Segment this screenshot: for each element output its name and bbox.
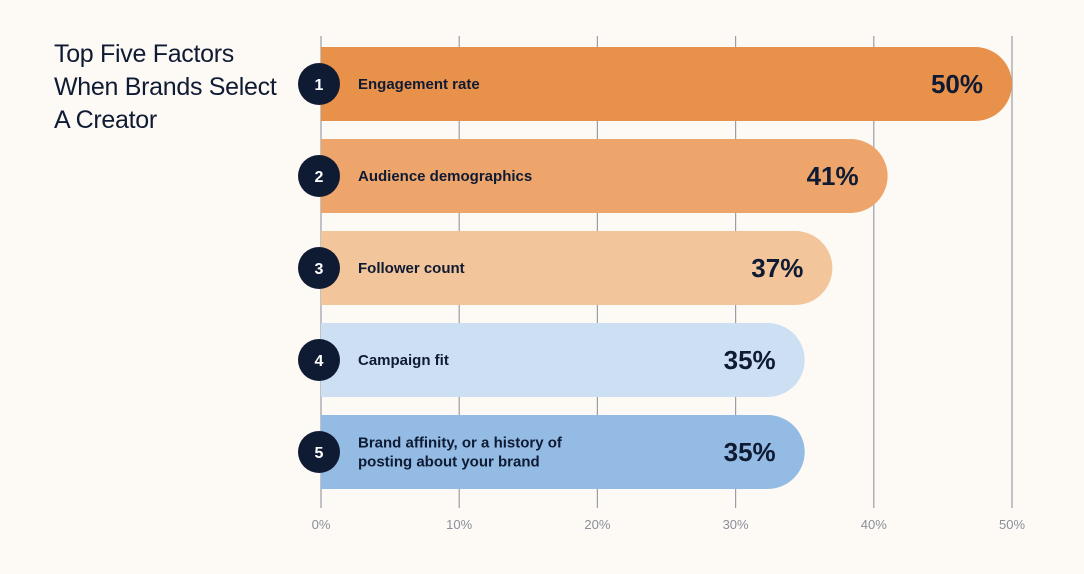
chart-title: Top Five Factors When Brands Select A Cr… xyxy=(54,40,277,134)
x-tick-label: 50% xyxy=(999,517,1025,532)
rank-label: 2 xyxy=(315,169,324,186)
bar xyxy=(321,415,805,489)
bar xyxy=(321,323,805,397)
rank-label: 3 xyxy=(315,261,324,278)
bar-group: 2 Audience demographics 41% xyxy=(298,139,888,213)
category-label-line: Campaign fit xyxy=(358,352,449,369)
category-label-line: Engagement rate xyxy=(358,76,480,93)
rank-label: 4 xyxy=(315,353,324,370)
value-label: 35% xyxy=(724,437,776,467)
bar xyxy=(321,47,1012,121)
x-tick-label: 20% xyxy=(584,517,610,532)
rank-badge xyxy=(298,339,340,381)
rank-badge xyxy=(298,63,340,105)
category-label: Follower count xyxy=(358,260,465,277)
value-label: 41% xyxy=(807,161,859,191)
rank-label: 5 xyxy=(315,445,324,462)
x-tick-label: 0% xyxy=(312,517,331,532)
bar xyxy=(321,231,833,305)
rank-badge xyxy=(298,431,340,473)
category-label-line: Brand affinity, or a history of xyxy=(358,435,563,452)
rank-badge xyxy=(298,247,340,289)
rank-badge xyxy=(298,155,340,197)
value-label: 35% xyxy=(724,345,776,375)
bar-group: 4 Campaign fit 35% xyxy=(298,323,805,397)
category-label: Audience demographics xyxy=(358,168,532,185)
value-label: 37% xyxy=(751,253,803,283)
category-label-line: posting about your brand xyxy=(358,454,540,471)
bars: 1 Engagement rate 50% 2 Audience demographic… xyxy=(298,47,1012,489)
category-label-line: Follower count xyxy=(358,260,465,277)
category-label: Campaign fit xyxy=(358,352,449,369)
x-tick-label: 10% xyxy=(446,517,472,532)
value-label: 50% xyxy=(931,69,983,99)
bar-group: 3 Follower count 37% xyxy=(298,231,833,305)
category-label: Engagement rate xyxy=(358,76,480,93)
bar-group: 5 Brand affinity, or a history of posting … xyxy=(298,415,805,489)
category-label: Brand affinity, or a history of posting a… xyxy=(358,435,563,471)
rank-label: 1 xyxy=(315,77,324,94)
x-axis-ticks: 0% 10% 20% 30% 40% 50% xyxy=(312,517,1026,532)
category-label-line: Audience demographics xyxy=(358,168,532,185)
x-tick-label: 40% xyxy=(861,517,887,532)
bar xyxy=(321,139,888,213)
x-tick-label: 30% xyxy=(723,517,749,532)
bar-group: 1 Engagement rate 50% xyxy=(298,47,1012,121)
